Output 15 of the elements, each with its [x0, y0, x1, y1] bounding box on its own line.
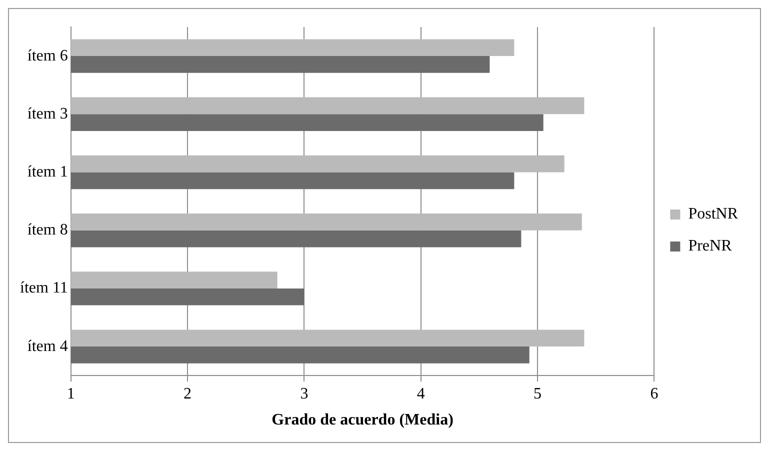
legend-label: PreNR: [688, 238, 732, 255]
x-axis-title: Grado de acuerdo (Media): [272, 412, 454, 429]
x-tick-label: 5: [534, 385, 542, 402]
y-tick-label: ítem 11: [20, 280, 68, 297]
x-tick-label: 3: [300, 385, 308, 402]
x-tick-label: 6: [650, 385, 658, 402]
y-tick-label: ítem 8: [27, 222, 68, 239]
legend-label: PostNR: [688, 206, 738, 223]
y-tick-label: ítem 6: [27, 47, 68, 64]
y-tick-label: ítem 4: [27, 338, 68, 355]
y-tick-label: ítem 1: [27, 163, 68, 180]
y-tick-label: ítem 3: [27, 105, 68, 122]
x-tick-label: 2: [184, 385, 192, 402]
x-tick-label: 1: [66, 385, 75, 402]
x-tick-label: 4: [416, 385, 425, 402]
